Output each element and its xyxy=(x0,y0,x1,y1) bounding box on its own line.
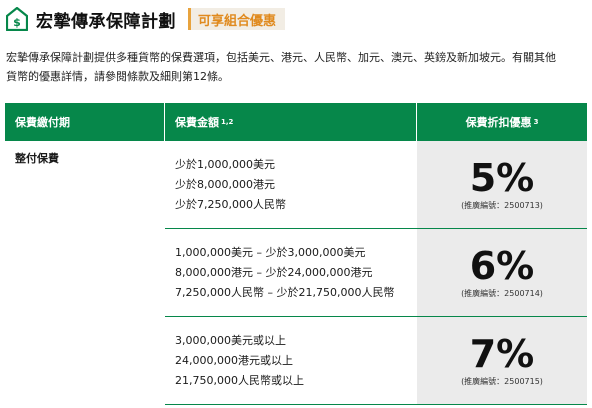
discount-percent: 7% xyxy=(469,332,535,376)
amount-line: 21,750,000人民幣或以上 xyxy=(175,373,304,387)
combo-offer-badge: 可享組合優惠 xyxy=(188,8,286,30)
table-rows: 少於1,000,000美元 少於8,000,000港元 少於7,250,000人… xyxy=(165,141,587,405)
payment-type-cell: 整付保費 xyxy=(15,152,59,165)
header-discount-footnote: 3 xyxy=(533,118,539,126)
svg-text:$: $ xyxy=(13,16,21,29)
discount-cell: 6% (推廣編號：2500714) xyxy=(417,229,587,316)
discount-cell: 5% (推廣編號：2500713) xyxy=(417,141,587,228)
amount-cell: 3,000,000美元或以上 24,000,000港元或以上 21,750,00… xyxy=(165,317,417,404)
intro-line-2: 貨幣的優惠詳情，請參閱條款及細則第12條。 xyxy=(6,70,229,83)
table-header: 保費繳付期 保費金額 1,2 保費折扣優惠 3 xyxy=(5,103,587,141)
header-period: 保費繳付期 xyxy=(5,103,165,141)
table-row: 少於1,000,000美元 少於8,000,000港元 少於7,250,000人… xyxy=(165,141,587,229)
discount-cell: 7% (推廣編號：2500715) xyxy=(417,317,587,404)
house-dollar-icon: $ xyxy=(6,7,28,31)
amount-line: 少於1,000,000美元 xyxy=(175,157,275,171)
intro-line-1: 宏摯傳承保障計劃提供多種貨幣的保費選項，包括美元、港元、人民幣、加元、澳元、英鎊… xyxy=(6,51,556,64)
table-row: 1,000,000美元 – 少於3,000,000美元 8,000,000港元 … xyxy=(165,229,587,317)
amount-line: 24,000,000港元或以上 xyxy=(175,353,293,367)
intro-paragraph: 宏摯傳承保障計劃提供多種貨幣的保費選項，包括美元、港元、人民幣、加元、澳元、英鎊… xyxy=(6,48,586,86)
table-body: 整付保費 少於1,000,000美元 少於8,000,000港元 少於7,250… xyxy=(5,141,587,405)
promo-code: (推廣編號：2500714) xyxy=(461,289,543,298)
page-header: $ 宏摯傳承保障計劃 可享組合優惠 xyxy=(6,6,286,32)
amount-cell: 1,000,000美元 – 少於3,000,000美元 8,000,000港元 … xyxy=(165,229,417,316)
amount-line: 8,000,000港元 – 少於24,000,000港元 xyxy=(175,265,373,279)
promo-code: (推廣編號：2500713) xyxy=(461,201,543,210)
amount-line: 少於8,000,000港元 xyxy=(175,177,275,191)
header-amount-footnote: 1,2 xyxy=(221,118,234,126)
amount-line: 7,250,000人民幣 – 少於21,750,000人民幣 xyxy=(175,285,395,299)
amount-line: 1,000,000美元 – 少於3,000,000美元 xyxy=(175,245,366,259)
amount-line: 少於7,250,000人民幣 xyxy=(175,197,286,211)
header-amount: 保費金額 1,2 xyxy=(165,103,417,141)
discount-percent: 5% xyxy=(469,156,535,200)
amount-line: 3,000,000美元或以上 xyxy=(175,333,286,347)
discount-percent: 6% xyxy=(469,244,535,288)
page-title: 宏摯傳承保障計劃 xyxy=(36,11,176,32)
amount-cell: 少於1,000,000美元 少於8,000,000港元 少於7,250,000人… xyxy=(165,141,417,228)
header-discount: 保費折扣優惠 3 xyxy=(465,116,539,129)
table-row: 3,000,000美元或以上 24,000,000港元或以上 21,750,00… xyxy=(165,317,587,405)
promo-code: (推廣編號：2500715) xyxy=(461,377,543,386)
premium-discount-table: 保費繳付期 保費金額 1,2 保費折扣優惠 3 整付保費 少於1,000,000美元… xyxy=(5,103,587,405)
